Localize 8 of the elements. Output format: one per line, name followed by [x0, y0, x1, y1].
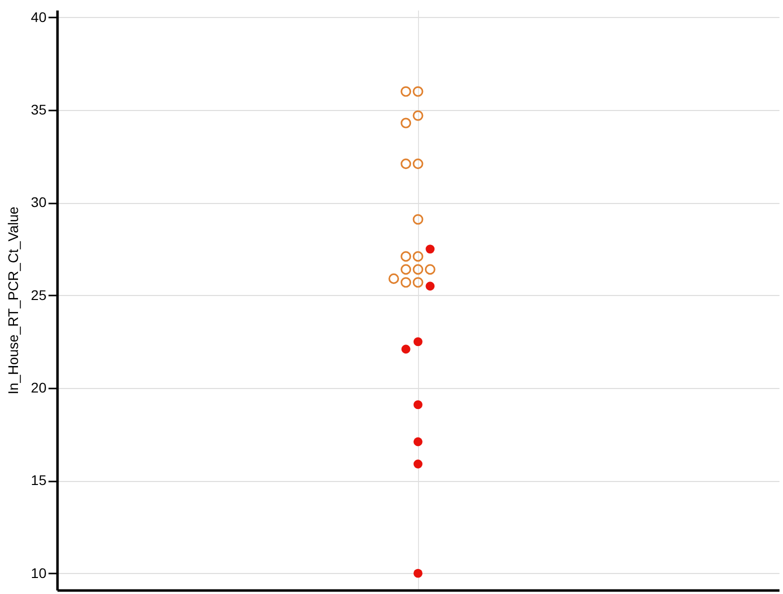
- y-axis-title: In_House_RT_PCR_Ct_Value: [4, 206, 21, 394]
- y-tick-label: 15: [30, 472, 47, 488]
- y-tick-label: 40: [30, 8, 47, 25]
- y-tick-label: 20: [30, 380, 47, 396]
- y-tick-label: 10: [30, 564, 47, 581]
- y-tick-label: 30: [30, 194, 47, 210]
- y-tick-label: 35: [30, 102, 47, 118]
- y-tick-label: 25: [30, 286, 47, 303]
